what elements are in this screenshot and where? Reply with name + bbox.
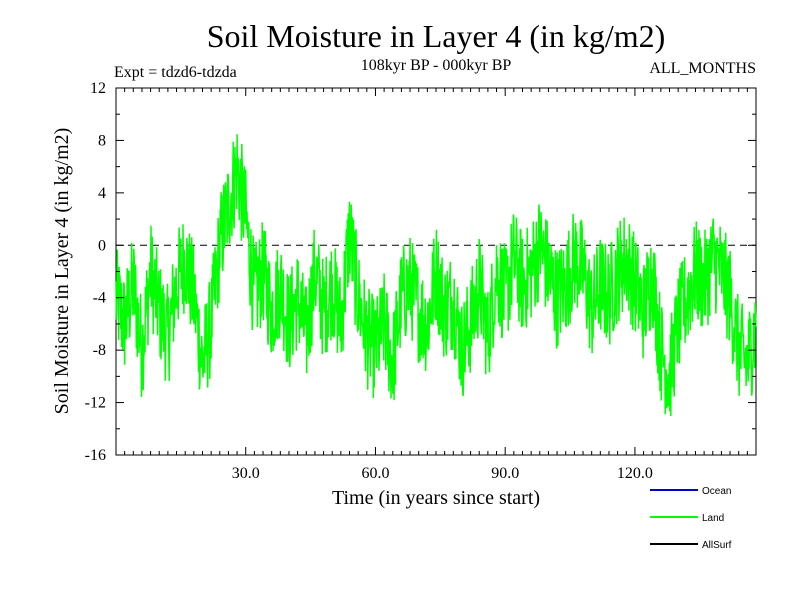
legend: Ocean Land AllSurf (650, 486, 732, 551)
y-tick-label: 0 (98, 237, 106, 254)
x-tick-label: 90.0 (491, 465, 519, 482)
chart-title: Soil Moisture in Layer 4 (in kg/m2) (207, 18, 666, 54)
y-tick-label: 12 (90, 80, 106, 97)
y-tick-label: -4 (93, 290, 106, 307)
x-tick-label: 60.0 (361, 465, 389, 482)
x-tick-label: 120.0 (617, 465, 653, 482)
y-tick-label: -12 (85, 395, 106, 412)
y-tick-label: 4 (98, 185, 106, 202)
legend-label-ocean: Ocean (702, 486, 731, 497)
series-line-land (115, 134, 757, 417)
y-tick-label: -16 (85, 447, 106, 464)
experiment-label: Expt = tdzd6-tdzda (114, 64, 237, 81)
chart-subtitle: 108kyr BP - 000kyr BP (361, 57, 512, 74)
series-group (115, 134, 757, 417)
legend-label-allsurf: AllSurf (702, 540, 732, 551)
ticks-group: 30.0 60.0 90.0 120.0 12 8 4 0 -4 -8 -12 -16 (85, 80, 756, 482)
y-axis-label: Soil Moisture in Layer 4 (in kg/m2) (51, 128, 73, 415)
y-tick-label: -8 (93, 342, 106, 359)
x-axis-label: Time (in years since start) (332, 487, 540, 509)
y-tick-label: 8 (98, 132, 106, 149)
months-label: ALL_MONTHS (649, 60, 756, 77)
legend-label-land: Land (702, 513, 724, 524)
x-tick-label: 30.0 (232, 465, 260, 482)
